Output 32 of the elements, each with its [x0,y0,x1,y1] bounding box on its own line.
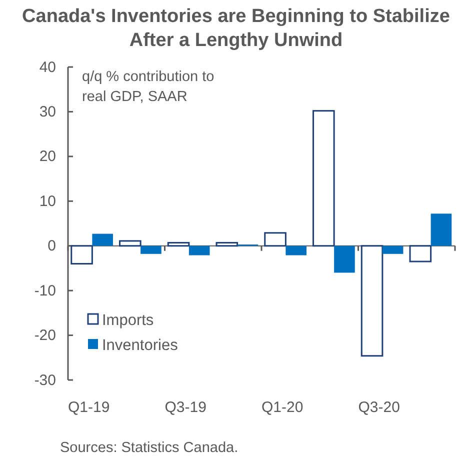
bar [167,242,190,247]
y-tick-label: 40 [39,58,56,76]
bar [409,245,432,262]
bar [334,246,355,273]
y-tick-label: 30 [39,104,56,121]
x-tick-label: Q3-20 [358,399,400,416]
bar [312,110,335,247]
source-note: Sources: Statistics Canada. [60,440,238,456]
bar [119,240,142,247]
x-tick-label: Q1-19 [68,399,110,416]
legend-label: Imports [102,312,154,329]
y-tick-label: 0 [48,238,56,255]
bar [286,246,306,256]
legend-label: Inventories [102,337,178,354]
bar [188,246,210,256]
bar [382,246,404,254]
y-tick-label: 10 [39,192,56,210]
x-tick-label: Q3-19 [164,399,206,416]
bar [264,232,286,247]
y-tick-label: -20 [34,327,56,344]
chart-title: Canada's Inventories are Beginning to Stabilize After a Lengthy Unwind [22,6,450,51]
y-tick-label: -30 [34,372,56,389]
bar [140,246,162,254]
bar [92,234,113,246]
bar [70,245,93,264]
x-tick-label: Q1-20 [262,399,304,416]
bar [216,242,238,247]
bar [360,245,384,357]
bar [430,214,452,246]
y-tick-label: -10 [34,282,56,300]
y-tick-label: 20 [39,148,56,166]
y-axis-title: q/q % contribution to real GDP, SAAR [82,69,214,105]
